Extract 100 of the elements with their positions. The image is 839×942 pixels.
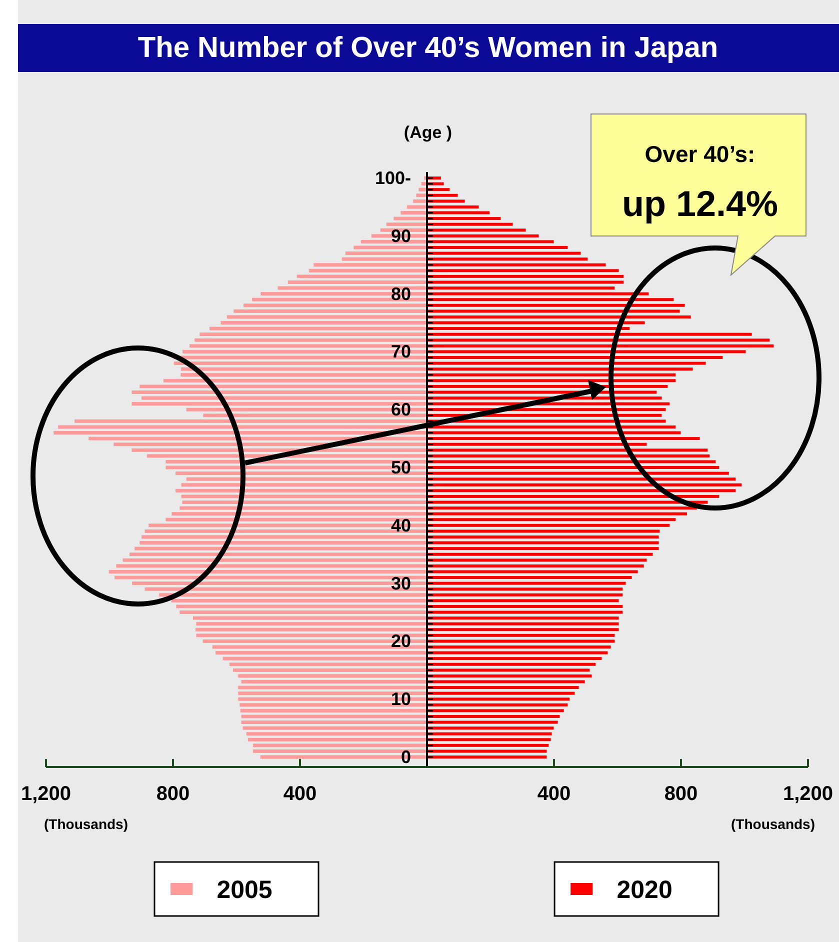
bar (427, 680, 585, 684)
bar (427, 732, 552, 736)
bar (427, 512, 688, 516)
bar (234, 309, 427, 313)
bar (238, 686, 427, 690)
y-tick-label: 100- (374, 168, 411, 188)
bar (427, 558, 647, 562)
bar (246, 732, 427, 736)
bar (200, 332, 427, 336)
bar (427, 466, 720, 469)
bar (196, 622, 427, 626)
bar (427, 738, 551, 742)
bar (427, 448, 708, 452)
bar (248, 738, 427, 742)
x-tick-label: 400 (537, 783, 571, 805)
bar (427, 604, 623, 608)
bar (427, 674, 592, 678)
bar (427, 651, 608, 654)
bar (427, 552, 653, 556)
bar (427, 610, 623, 614)
bar (74, 419, 427, 423)
bar (427, 756, 547, 758)
bar (427, 472, 729, 475)
bar (210, 326, 427, 330)
bar (427, 431, 681, 434)
bar (130, 552, 427, 556)
bar (253, 744, 427, 748)
bar (427, 211, 490, 214)
y-tick-label: 10 (390, 689, 411, 710)
y-axis-title: (Age ) (404, 123, 452, 142)
bar (427, 518, 676, 522)
bar (427, 327, 630, 330)
bar (194, 338, 427, 342)
bar (241, 720, 427, 724)
bar (241, 680, 427, 684)
bar (427, 500, 708, 504)
bar (427, 263, 606, 266)
bar (122, 558, 427, 562)
bar (427, 234, 539, 238)
bar (134, 546, 427, 550)
bar (182, 500, 427, 504)
x-tick-label: 400 (283, 783, 317, 805)
bar (427, 332, 752, 336)
bar (140, 541, 427, 545)
bar (427, 356, 723, 359)
bar (142, 396, 427, 400)
x-tick-label: 800 (156, 783, 190, 805)
bar (427, 194, 458, 197)
bar (427, 506, 697, 510)
bar (116, 564, 427, 568)
bar (180, 367, 427, 371)
bar (172, 512, 427, 516)
bar (427, 222, 513, 226)
x-tick-label: 1,200 (782, 783, 834, 805)
legend-label: 2005 (216, 876, 272, 904)
bar (394, 216, 427, 220)
bar (427, 535, 659, 538)
bar (427, 564, 644, 568)
bar (427, 454, 710, 458)
text: (Thousands) (731, 816, 815, 832)
bar (413, 199, 427, 203)
bar (427, 640, 615, 643)
annotation: up 12.4% (622, 183, 778, 224)
bar (427, 628, 619, 632)
y-tick-label: 20 (390, 631, 411, 652)
bar (427, 373, 676, 376)
bar (427, 645, 611, 648)
bar (427, 530, 660, 533)
bar (427, 616, 619, 620)
x-tick-label: 800 (664, 783, 698, 805)
bar (427, 576, 632, 580)
bar (180, 610, 427, 614)
bar (220, 321, 427, 324)
bar (288, 280, 427, 284)
bar (427, 686, 579, 690)
bar (427, 379, 676, 382)
bar (427, 228, 526, 232)
bar (427, 274, 624, 278)
bar (427, 280, 624, 284)
bar (427, 703, 568, 706)
bar (186, 477, 427, 481)
bar (427, 246, 568, 249)
bar (386, 222, 427, 226)
x-tick-label: 1,200 (20, 783, 72, 805)
bar (427, 286, 615, 290)
bar (427, 726, 554, 730)
bar (427, 205, 479, 208)
bar (427, 304, 685, 307)
bar (427, 344, 774, 348)
bar (427, 489, 736, 492)
bar (427, 460, 716, 464)
bar (345, 252, 427, 256)
bar (226, 315, 427, 319)
bar (427, 668, 590, 672)
bar (132, 390, 427, 394)
bar (427, 252, 581, 255)
bar (427, 425, 676, 428)
bar (171, 598, 427, 602)
bar (163, 378, 427, 382)
bar (174, 362, 427, 366)
